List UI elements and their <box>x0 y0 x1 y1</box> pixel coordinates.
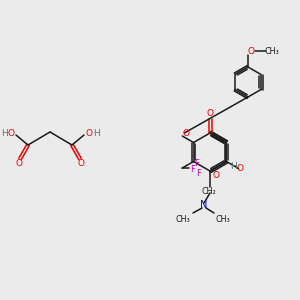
Text: O: O <box>8 130 14 139</box>
Text: O: O <box>206 110 214 118</box>
Text: F: F <box>194 158 199 167</box>
Text: H: H <box>1 128 7 137</box>
Text: CH₂: CH₂ <box>202 187 216 196</box>
Text: O: O <box>212 170 220 179</box>
Text: CH₃: CH₃ <box>265 46 279 56</box>
Text: H: H <box>93 128 99 137</box>
Text: O: O <box>236 164 243 173</box>
Text: O: O <box>248 46 254 56</box>
Text: F: F <box>190 164 195 173</box>
Text: O: O <box>183 130 190 139</box>
Text: N: N <box>200 200 208 210</box>
Text: O: O <box>85 130 92 139</box>
Text: CH₃: CH₃ <box>176 214 190 224</box>
Text: H: H <box>230 162 237 171</box>
Text: O: O <box>77 160 85 169</box>
Text: O: O <box>16 160 22 169</box>
Text: F: F <box>196 169 201 178</box>
Text: CH₃: CH₃ <box>216 214 230 224</box>
